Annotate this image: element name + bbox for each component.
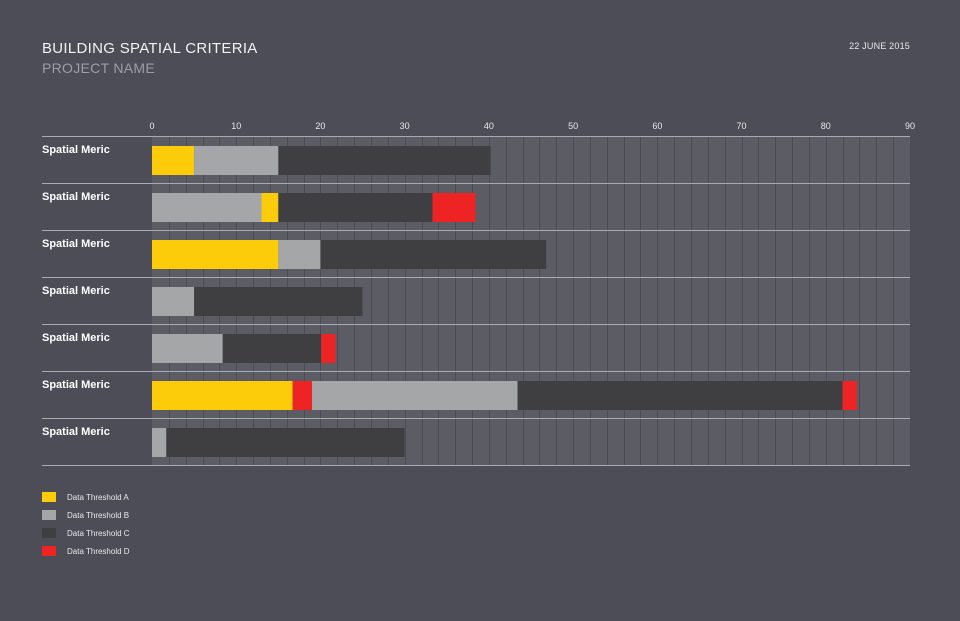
bar-segment-b [152,334,223,363]
bar-segment-a [152,381,293,410]
x-tick-label: 0 [149,121,154,131]
bar-segment-c [320,240,547,269]
row-label: Spatial Meric [42,144,110,156]
x-tick-label: 80 [821,121,831,131]
bar-segment-a [261,193,279,222]
chart-title: BUILDING SPATIAL CRITERIA [42,40,258,57]
bar-segment-a [152,146,195,175]
bar-segment-c [194,287,363,316]
x-tick-label: 20 [315,121,325,131]
row-label: Spatial Meric [42,191,110,203]
legend-swatch [42,528,56,538]
bar-segment-b [278,240,321,269]
bar-segment-a [152,240,279,269]
bar-segment-b [152,287,195,316]
bar-segment-b [152,193,262,222]
legend-swatch [42,546,56,556]
row-label: Spatial Meric [42,238,110,250]
bar-segment-d [842,381,857,410]
legend-label: Data Threshold C [67,528,130,538]
legend-item: Data Threshold B [42,506,130,524]
row-label: Spatial Meric [42,426,110,438]
row-label: Spatial Meric [42,332,110,344]
legend-label: Data Threshold D [67,546,130,556]
chart-subtitle: PROJECT NAME [42,60,156,76]
legend-item: Data Threshold C [42,524,130,542]
row-label: Spatial Meric [42,285,110,297]
legend-swatch [42,510,56,520]
bar-segment-b [194,146,279,175]
legend-label: Data Threshold A [67,492,129,502]
x-tick-label: 50 [568,121,578,131]
chart-legend: Data Threshold A Data Threshold B Data Thr… [42,488,130,560]
bar-segment-d [292,381,313,410]
x-tick-label: 60 [652,121,662,131]
x-tick-label: 90 [905,121,915,131]
legend-swatch [42,492,56,502]
bar-segment-c [222,334,322,363]
row-label: Spatial Meric [42,379,110,391]
legend-item: Data Threshold A [42,488,130,506]
x-tick-label: 40 [484,121,494,131]
bar-segment-d [432,193,476,222]
bar-segment-b [152,428,167,457]
x-tick-label: 70 [737,121,747,131]
bar-segment-c [278,193,433,222]
legend-label: Data Threshold B [67,510,130,520]
bar-segment-c [278,146,491,175]
chart-date: 22 JUNE 2015 [849,41,910,51]
bar-segment-c [517,381,843,410]
x-tick-label: 30 [400,121,410,131]
bar-segment-b [312,381,518,410]
x-tick-label: 10 [231,121,241,131]
bar-segment-d [321,334,336,363]
bar-segment-c [166,428,405,457]
legend-item: Data Threshold D [42,542,130,560]
